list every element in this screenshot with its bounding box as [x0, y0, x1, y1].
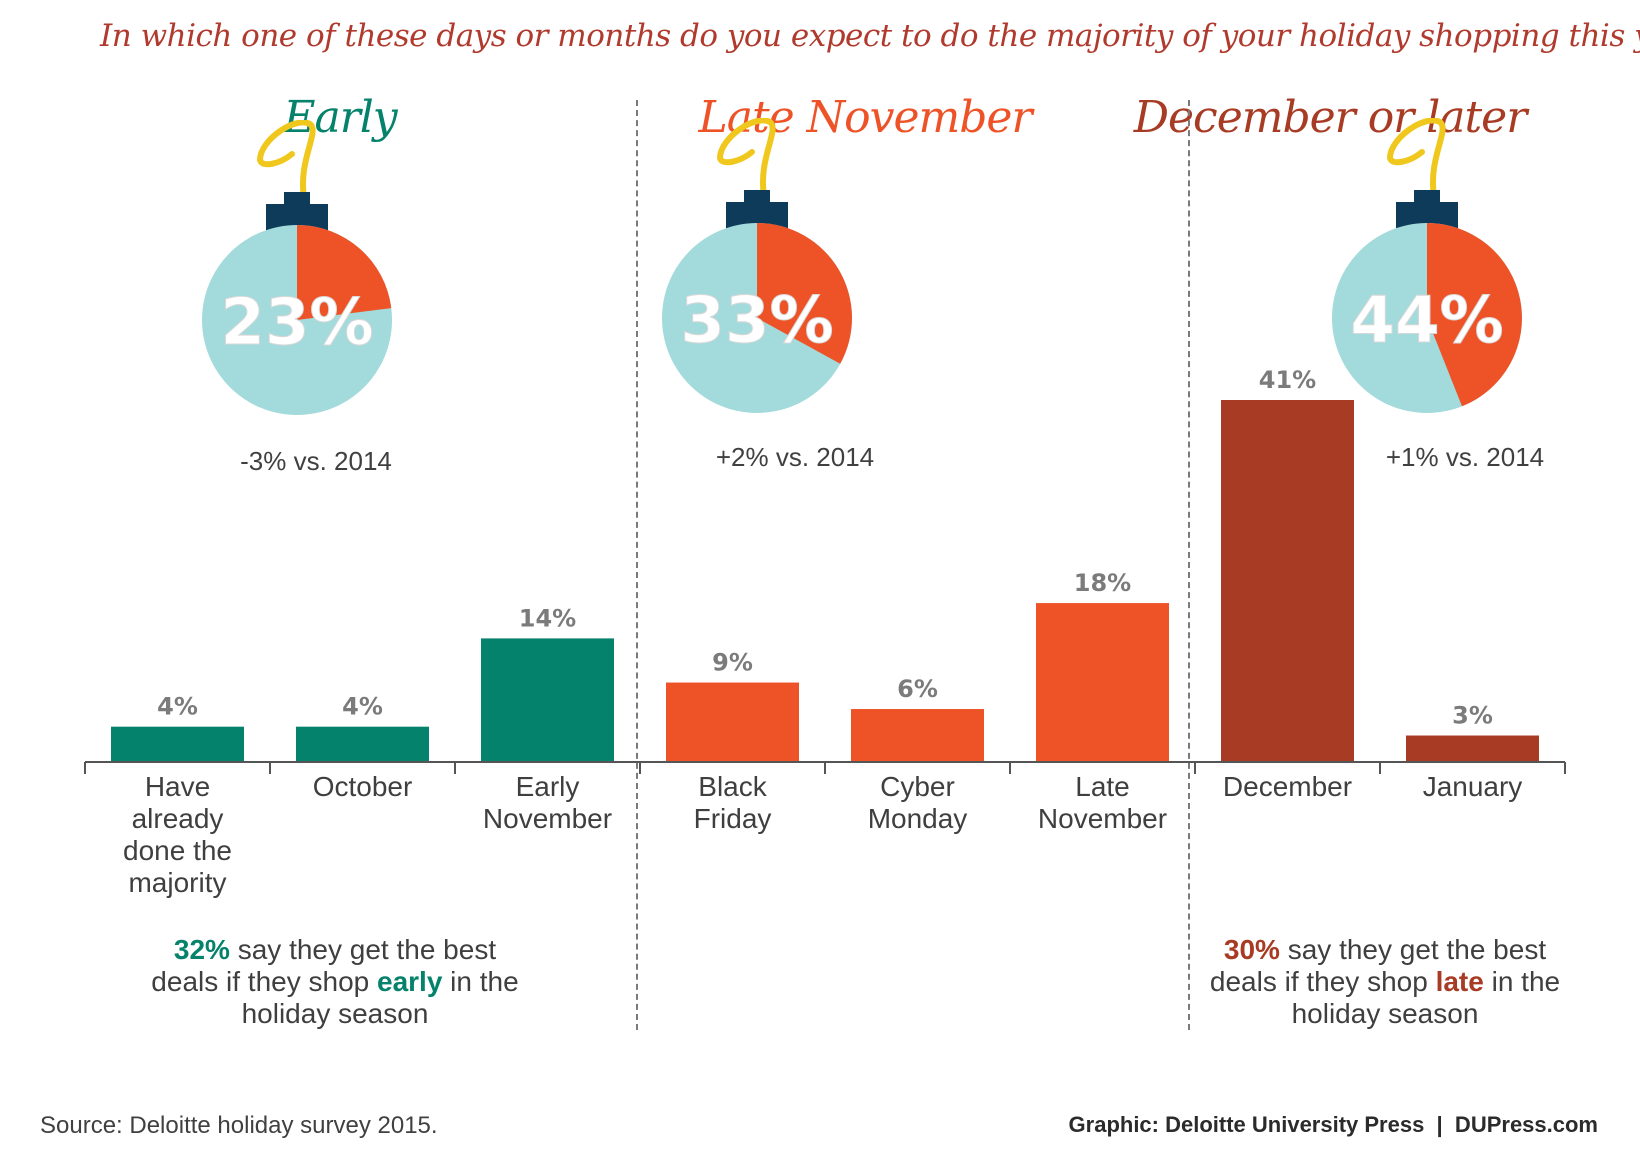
ornament-slice	[1427, 223, 1522, 407]
bar-value-label: 14%	[519, 604, 576, 632]
note-keyword: late	[1435, 966, 1484, 997]
ornament-slice	[757, 223, 852, 364]
ornament-cap	[744, 190, 770, 204]
category-label: November	[483, 803, 612, 834]
category-label: done the	[123, 835, 232, 866]
bar-value-label: 41%	[1259, 366, 1316, 394]
category-label: Monday	[868, 803, 968, 834]
category-label: Late	[1075, 771, 1130, 802]
note-text: in the holiday season	[1291, 966, 1561, 1029]
group-title-early: Early	[283, 92, 397, 143]
bar-value-label: 4%	[342, 693, 383, 721]
ornament-cap	[1414, 190, 1440, 204]
note-early: 32% say they get the best deals if they …	[140, 934, 530, 1030]
bar-value-label: 6%	[897, 675, 938, 703]
note-text: say they get the best deals if they shop	[151, 934, 497, 997]
category-label: October	[313, 771, 413, 802]
bar-value-label: 18%	[1074, 569, 1131, 597]
bar	[111, 726, 244, 762]
bar-value-label: 3%	[1452, 702, 1493, 730]
graphic-credit: Graphic: Deloitte University Press | DUP…	[1068, 1112, 1598, 1137]
bar	[481, 638, 614, 762]
note-highlight: 32%	[173, 934, 230, 965]
ornament-hook-icon	[716, 118, 776, 199]
category-label: Cyber	[880, 771, 955, 802]
ornament-december-or-later: 44%	[1332, 118, 1522, 413]
source-text: Source: Deloitte holiday survey 2015.	[40, 1112, 438, 1139]
ornament-slice	[297, 224, 392, 320]
category-label: majority	[128, 867, 226, 898]
category-label: Black	[698, 771, 767, 802]
ornament-cap	[284, 192, 310, 206]
change-vs-2014-late-november: +2% vs. 2014	[715, 442, 875, 472]
category-label: Have	[145, 771, 210, 802]
ornament-hook-icon	[256, 120, 316, 201]
bar	[1406, 735, 1539, 762]
category-label: November	[1038, 803, 1167, 834]
ornament-percent-label: 23%	[220, 286, 373, 360]
category-label: Friday	[694, 803, 772, 834]
bar	[851, 709, 984, 762]
bar	[666, 682, 799, 762]
group-divider	[636, 100, 638, 1030]
bar-value-label: 4%	[157, 693, 198, 721]
ornament-percent-label: 44%	[1350, 284, 1503, 358]
group-title-december-or-later: December or later	[1133, 92, 1528, 143]
note-december-or-later: 30% say they get the best deals if they …	[1200, 934, 1570, 1030]
note-text: say they get the best deals if they shop	[1209, 934, 1547, 997]
survey-question: In which one of these days or months do …	[100, 18, 1640, 54]
category-label: already	[132, 803, 224, 834]
category-label: December	[1223, 771, 1352, 802]
change-vs-2014-december-or-later: +1% vs. 2014	[1385, 442, 1545, 472]
category-label: Early	[516, 771, 580, 802]
bar-value-label: 9%	[712, 649, 753, 677]
ornament-late-november: 33%	[662, 118, 852, 413]
ornament-early: 23%	[202, 120, 392, 415]
category-label: January	[1423, 771, 1523, 802]
group-divider	[1188, 100, 1190, 1030]
bar	[1036, 603, 1169, 762]
bar	[296, 726, 429, 762]
note-highlight: 30%	[1223, 934, 1280, 965]
note-keyword: early	[377, 966, 443, 997]
ornament-hook-icon	[1386, 118, 1446, 199]
ornament-percent-label: 33%	[680, 284, 833, 358]
change-vs-2014-early: -3% vs. 2014	[240, 446, 392, 476]
note-text: in the holiday season	[241, 966, 519, 1029]
bar	[1221, 400, 1354, 762]
group-title-late-november: Late November	[698, 92, 1032, 143]
